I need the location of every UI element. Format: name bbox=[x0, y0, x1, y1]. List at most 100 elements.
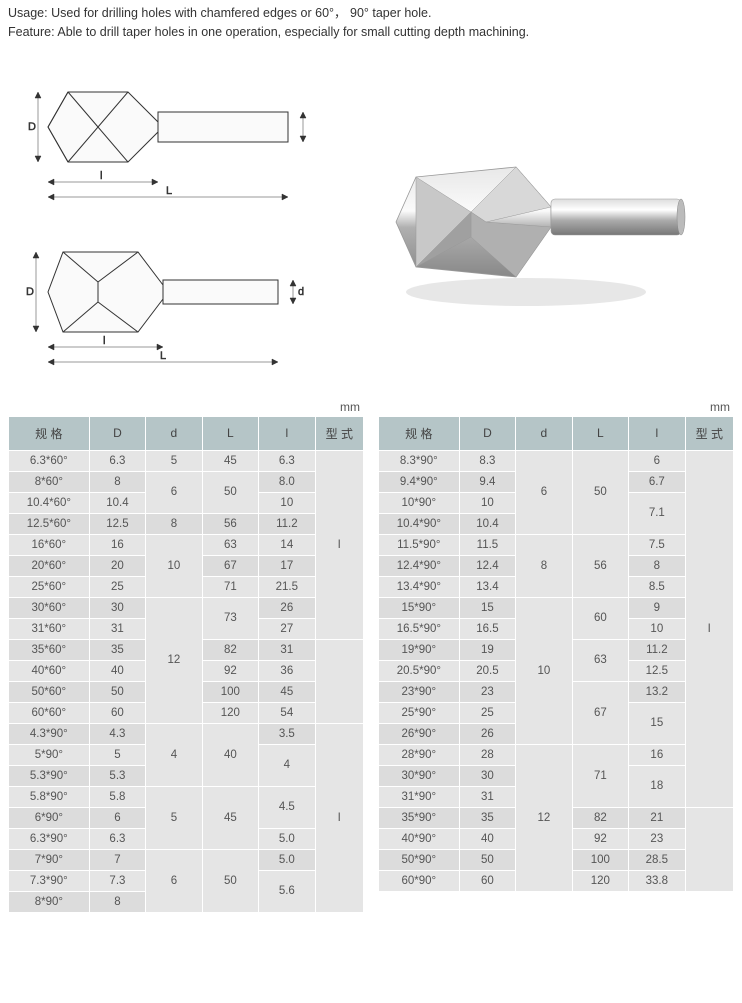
th-l: l bbox=[259, 416, 315, 450]
cell-l: 3.5 bbox=[259, 723, 315, 744]
cell-type bbox=[315, 639, 363, 723]
cell-D: 35 bbox=[89, 639, 145, 660]
cell-L: 56 bbox=[202, 513, 258, 534]
cell-D: 40 bbox=[89, 660, 145, 681]
cell-L: 67 bbox=[202, 555, 258, 576]
cell-D: 16.5 bbox=[459, 618, 515, 639]
cell-spec: 16*60° bbox=[9, 534, 90, 555]
cell-D: 11.5 bbox=[459, 534, 515, 555]
cell-spec: 50*90° bbox=[379, 849, 460, 870]
cell-l: 31 bbox=[259, 639, 315, 660]
cell-D: 5.8 bbox=[89, 786, 145, 807]
th-type: 型 式 bbox=[315, 416, 363, 450]
cell-D: 10.4 bbox=[89, 492, 145, 513]
cell-l: 4 bbox=[259, 744, 315, 786]
cell-D: 20 bbox=[89, 555, 145, 576]
cell-L: 67 bbox=[572, 681, 628, 744]
cell-spec: 60*60° bbox=[9, 702, 90, 723]
cell-spec: 20.5*90° bbox=[379, 660, 460, 681]
cell-l: 10 bbox=[259, 492, 315, 513]
cell-l: 18 bbox=[629, 765, 685, 807]
cell-type: I bbox=[315, 450, 363, 639]
cell-L: 63 bbox=[572, 639, 628, 681]
th-spec: 规 格 bbox=[9, 416, 90, 450]
cell-d: 8 bbox=[146, 513, 202, 534]
cell-l: 12.5 bbox=[629, 660, 685, 681]
cell-l: 27 bbox=[259, 618, 315, 639]
cell-spec: 12.5*60° bbox=[9, 513, 90, 534]
cell-spec: 8*90° bbox=[9, 891, 90, 912]
cell-spec: 6*90° bbox=[9, 807, 90, 828]
cell-L: 92 bbox=[572, 828, 628, 849]
cell-L: 50 bbox=[202, 849, 258, 912]
cell-L: 100 bbox=[202, 681, 258, 702]
cell-l: 6.3 bbox=[259, 450, 315, 471]
unit-label-right: mm bbox=[378, 400, 734, 414]
cell-D: 9.4 bbox=[459, 471, 515, 492]
cell-type: I bbox=[685, 450, 733, 807]
cell-D: 50 bbox=[89, 681, 145, 702]
cell-D: 30 bbox=[459, 765, 515, 786]
cell-l: 8.5 bbox=[629, 576, 685, 597]
cell-spec: 8.3*90° bbox=[379, 450, 460, 471]
cell-D: 7 bbox=[89, 849, 145, 870]
cell-spec: 7*90° bbox=[9, 849, 90, 870]
cell-l: 13.2 bbox=[629, 681, 685, 702]
cell-spec: 10.4*90° bbox=[379, 513, 460, 534]
cell-d: 6 bbox=[146, 849, 202, 912]
cell-spec: 6.3*90° bbox=[9, 828, 90, 849]
cell-l: 36 bbox=[259, 660, 315, 681]
cell-l: 10 bbox=[629, 618, 685, 639]
cell-spec: 16.5*90° bbox=[379, 618, 460, 639]
cell-spec: 25*60° bbox=[9, 576, 90, 597]
cell-l: 6.7 bbox=[629, 471, 685, 492]
cell-spec: 9.4*90° bbox=[379, 471, 460, 492]
cell-l: 17 bbox=[259, 555, 315, 576]
cell-spec: 35*90° bbox=[379, 807, 460, 828]
cell-l: 14 bbox=[259, 534, 315, 555]
cell-spec: 11.5*90° bbox=[379, 534, 460, 555]
product-photo bbox=[338, 52, 734, 382]
cell-L: 50 bbox=[202, 471, 258, 513]
technical-drawings: D d l L bbox=[8, 52, 328, 382]
cell-D: 19 bbox=[459, 639, 515, 660]
cell-L: 82 bbox=[572, 807, 628, 828]
cell-spec: 15*90° bbox=[379, 597, 460, 618]
cell-L: 92 bbox=[202, 660, 258, 681]
cell-D: 6.3 bbox=[89, 450, 145, 471]
cell-D: 13.4 bbox=[459, 576, 515, 597]
cell-L: 60 bbox=[572, 597, 628, 639]
cell-l: 5.0 bbox=[259, 828, 315, 849]
cell-spec: 30*60° bbox=[9, 597, 90, 618]
usage-text: Used for drilling holes with chamfered e… bbox=[51, 6, 431, 20]
cell-d: 10 bbox=[146, 534, 202, 597]
diagram-bottom: D d l L bbox=[8, 217, 308, 367]
cell-D: 26 bbox=[459, 723, 515, 744]
cell-spec: 7.3*90° bbox=[9, 870, 90, 891]
cell-L: 45 bbox=[202, 450, 258, 471]
cell-D: 8.3 bbox=[459, 450, 515, 471]
cell-D: 20.5 bbox=[459, 660, 515, 681]
diagram-label-L: L bbox=[166, 185, 172, 197]
cell-type: I bbox=[315, 723, 363, 912]
cell-spec: 26*90° bbox=[379, 723, 460, 744]
cell-spec: 10.4*60° bbox=[9, 492, 90, 513]
description-block: Usage: Used for drilling holes with cham… bbox=[8, 4, 734, 42]
cell-spec: 60*90° bbox=[379, 870, 460, 891]
cell-spec: 13.4*90° bbox=[379, 576, 460, 597]
cell-l: 8 bbox=[629, 555, 685, 576]
cell-spec: 31*90° bbox=[379, 786, 460, 807]
cell-D: 8 bbox=[89, 471, 145, 492]
cell-spec: 30*90° bbox=[379, 765, 460, 786]
svg-text:d: d bbox=[298, 286, 304, 298]
spec-table-right: 规 格 D d L l 型 式 8.3*90°8.36506I9.4*90°9.… bbox=[378, 416, 734, 892]
cell-D: 25 bbox=[459, 702, 515, 723]
cell-l: 5.6 bbox=[259, 870, 315, 912]
cell-l: 7.1 bbox=[629, 492, 685, 534]
svg-text:L: L bbox=[160, 350, 166, 362]
cell-spec: 19*90° bbox=[379, 639, 460, 660]
cell-d: 5 bbox=[146, 786, 202, 849]
cell-D: 50 bbox=[459, 849, 515, 870]
cell-spec: 4.3*90° bbox=[9, 723, 90, 744]
cell-l: 23 bbox=[629, 828, 685, 849]
